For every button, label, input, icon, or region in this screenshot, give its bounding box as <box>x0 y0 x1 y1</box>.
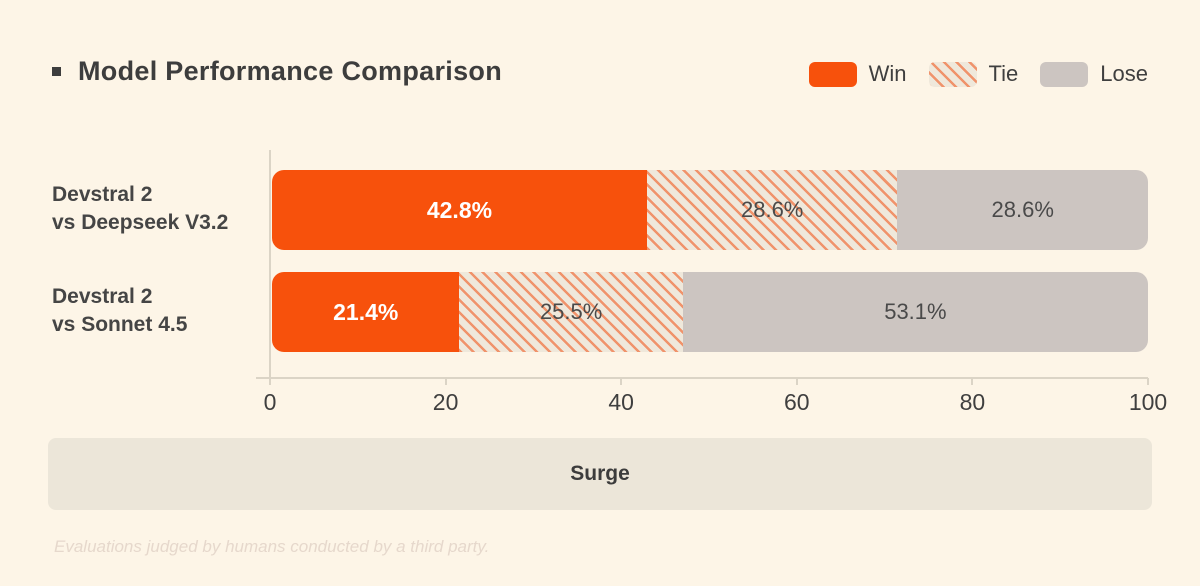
segment-value-label: 28.6% <box>740 197 804 222</box>
bar-segment-lose: 53.1% <box>682 272 1148 352</box>
category-label-line: Devstral 2 <box>52 285 153 308</box>
x-tick-label: 100 <box>1128 389 1168 415</box>
legend-label-win: Win <box>868 61 907 86</box>
x-tick-label: 20 <box>432 389 459 415</box>
category-label-line: Devstral 2 <box>52 183 153 206</box>
segment-value-label: 42.8% <box>426 196 493 223</box>
bar-segment-tie: 28.6% <box>646 170 898 250</box>
category-label: Devstral 2 vs Deepseek V3.2 <box>52 181 262 237</box>
legend-item-tie: Tie <box>928 61 1019 87</box>
segment-value-label: 28.6% <box>991 197 1054 222</box>
legend-label-tie: Tie <box>988 61 1019 86</box>
surge-footer-bar: Surge <box>48 438 1152 510</box>
legend-item-lose: Lose <box>1040 61 1148 87</box>
x-tick-label: 60 <box>784 389 810 415</box>
category-label-line: vs Sonnet 4.5 <box>52 313 188 336</box>
chart-title: Model Performance Comparison <box>78 56 502 86</box>
x-tick-mark <box>444 378 447 385</box>
category-label-line: vs Deepseek V3.2 <box>52 211 229 234</box>
legend-swatch-tie <box>928 61 977 87</box>
x-tick-label: 40 <box>608 389 634 415</box>
surge-label: Surge <box>570 462 630 485</box>
segment-value-label: 53.1% <box>884 299 947 324</box>
title-bullet-icon <box>52 67 61 76</box>
x-tick-mark <box>971 378 974 385</box>
footnote: Evaluations judged by humans conducted b… <box>54 537 490 556</box>
bar-segment-win: 21.4% <box>272 272 460 352</box>
legend: Win Tie Lose <box>808 61 1148 87</box>
x-tick-mark <box>1147 378 1149 385</box>
x-tick-mark <box>620 378 623 385</box>
x-tick-mark <box>795 378 798 385</box>
stacked-bar: 21.4% 25.5% 53.1% <box>272 272 1148 352</box>
x-tick-label: 0 <box>263 389 277 415</box>
stacked-bar: 42.8% 28.6% 28.6% <box>272 170 1148 250</box>
x-axis-line <box>256 377 1148 379</box>
segment-value-label: 21.4% <box>333 298 399 325</box>
bar-segment-lose: 28.6% <box>897 170 1148 250</box>
y-axis-line <box>269 150 271 378</box>
title-row: Model Performance Comparison <box>52 56 502 87</box>
bar-segment-tie: 25.5% <box>459 272 683 352</box>
legend-swatch-win <box>808 61 857 87</box>
bar-segment-win: 42.8% <box>272 170 647 250</box>
legend-item-win: Win <box>808 61 907 87</box>
legend-swatch-lose <box>1040 61 1089 87</box>
segment-value-label: 25.5% <box>539 299 603 324</box>
x-tick-mark <box>269 378 271 385</box>
category-label: Devstral 2 vs Sonnet 4.5 <box>52 283 262 339</box>
legend-label-lose: Lose <box>1100 61 1148 86</box>
x-tick-label: 80 <box>959 389 986 415</box>
plot-area: 42.8% 28.6% 28.6% 21.4% 25.5% 53.1% 0 20 40 60 80… <box>256 150 1167 415</box>
